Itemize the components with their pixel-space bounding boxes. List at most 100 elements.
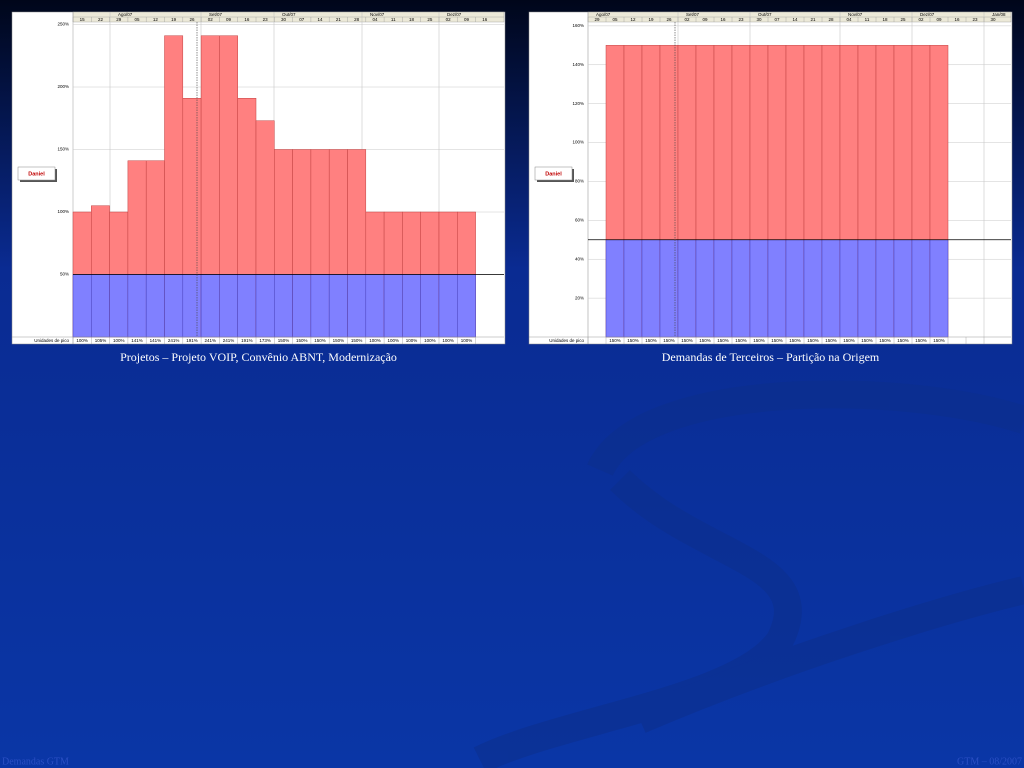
bar-allocated xyxy=(310,274,330,338)
x-tick-label: 02 xyxy=(918,17,924,22)
bar-allocated xyxy=(803,239,823,338)
x-tick-label: 07 xyxy=(299,17,305,22)
y-tick-label: 80% xyxy=(575,179,584,184)
x-tick-label: 11 xyxy=(391,17,396,22)
chart: Ago/07 Set/07 Out/07 Nov/07 Dez/0750%100%150… xyxy=(11,11,506,364)
value-label: 100% xyxy=(113,338,125,343)
month-label: Set/07 xyxy=(209,12,223,17)
resource-box xyxy=(17,166,56,181)
value-label: 141% xyxy=(150,338,162,343)
month-label: Nov/07 xyxy=(848,12,863,17)
x-tick-label: 22 xyxy=(98,17,104,22)
x-tick-label: 15 xyxy=(80,17,86,22)
value-label: 150% xyxy=(861,338,873,343)
bar-allocated xyxy=(929,239,949,338)
x-tick-label: 12 xyxy=(153,17,159,22)
bar-allocated xyxy=(420,274,440,338)
y-tick-label: 140% xyxy=(572,62,584,67)
bar-allocated xyxy=(695,239,715,338)
x-tick-label: 26 xyxy=(189,17,195,22)
y-tick-label: 200% xyxy=(57,84,69,89)
bar-allocated xyxy=(145,274,165,338)
resource-label: Daniel xyxy=(545,171,562,177)
x-tick-label: 19 xyxy=(171,17,177,22)
value-label: 150% xyxy=(333,338,345,343)
x-tick-label: 25 xyxy=(900,17,906,22)
value-label: 150% xyxy=(278,338,290,343)
x-tick-label: 02 xyxy=(446,17,452,22)
x-tick-label: 16 xyxy=(720,17,726,22)
value-label: 241% xyxy=(223,338,235,343)
x-tick-label: 30 xyxy=(990,17,996,22)
x-tick-label: 16 xyxy=(954,17,960,22)
value-label: 150% xyxy=(933,338,945,343)
bar-allocated xyxy=(292,274,312,338)
bar-allocated xyxy=(255,274,275,338)
decoration xyxy=(473,380,1024,768)
bar-allocated xyxy=(457,274,476,338)
bar-allocated xyxy=(641,239,661,338)
value-label: 150% xyxy=(897,338,909,343)
bar-allocated xyxy=(127,274,147,338)
x-tick-label: 04 xyxy=(846,17,852,22)
x-tick-label: 18 xyxy=(882,17,888,22)
x-tick-label: 28 xyxy=(354,17,360,22)
x-tick-label: 25 xyxy=(427,17,433,22)
x-tick-label: 09 xyxy=(226,17,232,22)
value-label: 150% xyxy=(717,338,729,343)
value-label: 105% xyxy=(95,338,107,343)
x-tick-label: 30 xyxy=(281,17,287,22)
bar-allocated xyxy=(731,239,751,338)
x-tick-label: 11 xyxy=(865,17,870,22)
bar-allocated xyxy=(821,239,841,338)
y-tick-label: 150% xyxy=(57,147,69,152)
value-label: 100% xyxy=(76,338,88,343)
bar-allocated xyxy=(623,239,643,338)
x-tick-label: 23 xyxy=(738,17,744,22)
x-tick-label: 16 xyxy=(244,17,250,22)
value-label: 150% xyxy=(879,338,891,343)
month-label: Set/07 xyxy=(686,12,700,17)
bar-allocated xyxy=(109,274,129,338)
x-tick-label: 09 xyxy=(702,17,708,22)
x-tick-label: 09 xyxy=(936,17,942,22)
x-tick-label: 29 xyxy=(116,17,122,22)
x-tick-label: 05 xyxy=(135,17,141,22)
value-label: 100% xyxy=(387,338,399,343)
value-label: 100% xyxy=(369,338,381,343)
y-tick-label: 120% xyxy=(572,101,584,106)
bar-allocated xyxy=(328,274,348,338)
resource-label: Daniel xyxy=(28,171,45,177)
bar-allocated xyxy=(164,274,184,338)
x-tick-label: 23 xyxy=(263,17,269,22)
bar-allocated xyxy=(893,239,913,338)
x-tick-label: 23 xyxy=(972,17,978,22)
x-tick-label: 21 xyxy=(810,17,816,22)
bar-allocated xyxy=(200,274,220,338)
bar-allocated xyxy=(365,274,385,338)
bar-allocated xyxy=(274,274,293,338)
value-label: 191% xyxy=(241,338,253,343)
chart-caption: Demandas de Terceiros – Partição na Orig… xyxy=(662,350,880,364)
value-label: 150% xyxy=(663,338,675,343)
value-label: 150% xyxy=(825,338,837,343)
bar-allocated xyxy=(911,239,931,338)
x-tick-label: 02 xyxy=(208,17,214,22)
chart: Ago/07 Set/07 Out/07 Nov/07 Dez/07 Jan/08 20% 4… xyxy=(528,11,1013,364)
bar-allocated xyxy=(237,274,257,338)
bar-allocated xyxy=(785,239,805,338)
value-label: 150% xyxy=(843,338,855,343)
y-tick-label: 100% xyxy=(57,209,69,214)
x-tick-label: 12 xyxy=(630,17,636,22)
value-label: 100% xyxy=(406,338,418,343)
bar-allocated xyxy=(857,239,877,338)
value-label: 191% xyxy=(186,338,198,343)
month-label: Ago/07 xyxy=(118,12,133,17)
bar-allocated xyxy=(91,274,110,338)
y-tick-label: 60% xyxy=(575,218,584,223)
chart-caption: Projetos – Projeto VOIP, Convênio ABNT, … xyxy=(120,350,397,364)
month-label: Nov/07 xyxy=(370,12,385,17)
month-label: Ago/07 xyxy=(596,12,611,17)
x-tick-label: 07 xyxy=(774,17,780,22)
